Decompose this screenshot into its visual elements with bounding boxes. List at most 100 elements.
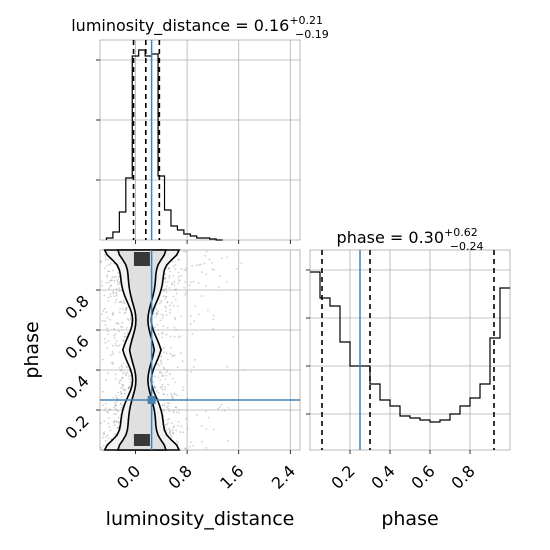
sample-point xyxy=(107,281,110,284)
sample-point xyxy=(164,424,167,426)
sample-point xyxy=(115,404,117,407)
sample-point xyxy=(159,386,162,389)
grid xyxy=(310,250,510,450)
sample-point xyxy=(104,324,107,326)
sample-point xyxy=(160,362,163,365)
sample-point xyxy=(162,408,165,411)
sample-point xyxy=(207,416,210,419)
sample-point xyxy=(113,276,116,279)
panel-frame xyxy=(99,39,301,241)
sample-point xyxy=(157,391,160,394)
sample-point xyxy=(119,403,122,406)
sample-point xyxy=(110,361,113,364)
sample-point xyxy=(115,298,118,301)
sample-point xyxy=(183,268,186,271)
sample-point xyxy=(175,411,178,414)
x-tick-label: 1.6 xyxy=(216,461,247,492)
sample-point xyxy=(115,288,118,290)
sample-point xyxy=(153,385,156,387)
sample-point xyxy=(112,291,115,293)
sample-point xyxy=(227,407,230,409)
ticks xyxy=(96,59,291,244)
sample-point xyxy=(126,371,129,374)
sample-point xyxy=(110,354,112,357)
sample-point xyxy=(128,386,131,389)
sample-point xyxy=(104,407,107,409)
sample-point xyxy=(120,387,123,389)
sample-point xyxy=(117,322,120,325)
sample-point xyxy=(116,397,118,400)
sample-point xyxy=(124,309,127,311)
sample-point xyxy=(117,410,120,413)
sample-point xyxy=(175,288,178,291)
sample-point xyxy=(101,436,104,439)
sample-point xyxy=(162,374,165,377)
sample-point xyxy=(129,317,132,320)
sample-point xyxy=(122,373,124,375)
x-tick-label: 0.6 xyxy=(407,461,438,492)
sample-point xyxy=(115,344,118,347)
sample-point xyxy=(121,325,124,328)
sample-point xyxy=(118,330,120,333)
sample-point xyxy=(171,429,174,431)
sample-point xyxy=(173,284,176,286)
y-tick-label: 0.2 xyxy=(61,411,92,442)
sample-point xyxy=(217,407,220,410)
sample-point xyxy=(166,402,169,405)
sample-point xyxy=(219,275,222,277)
sample-point xyxy=(106,434,109,437)
sample-point xyxy=(165,287,167,290)
sample-point xyxy=(112,292,115,295)
sample-point xyxy=(207,309,209,312)
sample-point xyxy=(160,301,163,304)
sample-point xyxy=(101,448,104,451)
sample-point xyxy=(124,335,127,338)
sample-point xyxy=(119,283,121,286)
sample-point xyxy=(122,384,125,387)
sample-point xyxy=(194,358,196,361)
sample-point xyxy=(182,431,185,434)
sample-point xyxy=(220,257,223,260)
sample-point xyxy=(120,300,123,303)
sample-point xyxy=(106,316,109,319)
sample-point xyxy=(100,313,103,316)
sample-point xyxy=(115,291,118,294)
quantile-lines xyxy=(132,40,161,240)
sample-point xyxy=(113,412,116,415)
sample-point xyxy=(164,281,167,284)
sample-point xyxy=(171,396,174,398)
sample-point xyxy=(165,423,168,426)
sample-point xyxy=(113,295,116,298)
sample-point xyxy=(104,320,106,323)
sample-point xyxy=(118,366,121,369)
sample-point xyxy=(172,411,175,414)
y-tick-label: 0.8 xyxy=(61,291,92,322)
sample-point xyxy=(166,301,169,304)
sample-point xyxy=(125,327,128,329)
sample-point xyxy=(127,387,130,390)
sample-point xyxy=(99,446,102,449)
sample-point xyxy=(168,276,171,279)
sample-point xyxy=(168,304,171,307)
sample-point xyxy=(106,347,109,350)
sample-point xyxy=(112,353,114,355)
sample-point xyxy=(165,352,168,355)
sample-point xyxy=(167,407,170,410)
sample-point xyxy=(125,307,128,310)
sample-point xyxy=(164,371,167,374)
density-core xyxy=(133,252,150,266)
sample-point xyxy=(195,414,198,416)
sample-point xyxy=(163,297,166,300)
sample-point xyxy=(114,407,117,410)
sample-point xyxy=(157,363,160,366)
sample-point xyxy=(124,333,126,335)
sample-point xyxy=(117,421,120,423)
sample-point xyxy=(125,374,127,377)
sample-point xyxy=(125,372,127,375)
x-axis-label-phase: phase xyxy=(381,508,438,530)
sample-point xyxy=(103,253,106,256)
sample-point xyxy=(115,322,117,325)
sample-point xyxy=(122,308,124,310)
sample-point xyxy=(160,299,162,302)
sample-point xyxy=(122,362,125,365)
